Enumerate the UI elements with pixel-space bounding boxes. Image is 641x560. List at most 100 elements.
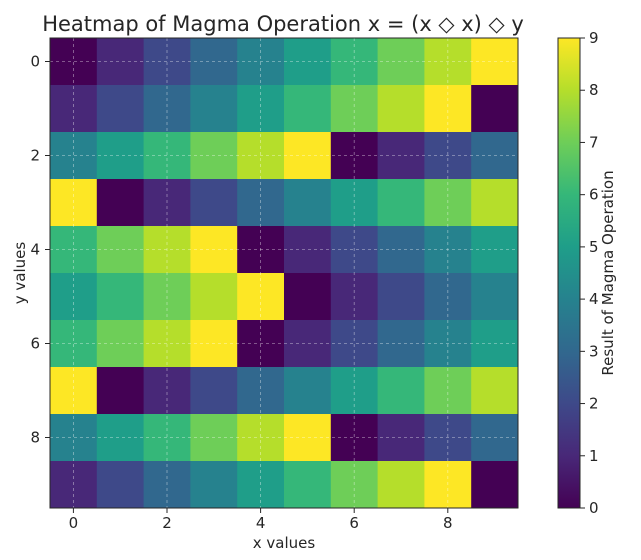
heatmap-cell-6-7 (330, 367, 379, 415)
heatmap-cell-2-3 (143, 179, 191, 227)
heatmap-cell-0-7 (50, 367, 98, 415)
heatmap-cell-7-5 (377, 273, 425, 321)
heatmap-cell-1-8 (96, 414, 145, 462)
heatmap-cell-3-0 (190, 38, 238, 86)
heatmap-cell-3-1 (190, 85, 238, 133)
heatmap-cell-8-4 (424, 226, 472, 274)
heatmap-cell-5-2 (284, 132, 332, 180)
heatmap-cell-6-6 (330, 320, 379, 368)
heatmap-cell-7-9 (377, 461, 425, 509)
colorbar-tick-label: 9 (589, 29, 599, 47)
x-axis-ticks: 0 2 4 6 8 (69, 508, 453, 532)
heatmap-cell-0-2 (50, 132, 98, 180)
heatmap-cell-3-3 (190, 179, 238, 227)
heatmap-cell-9-9 (471, 461, 519, 509)
heatmap-cell-9-2 (471, 132, 519, 180)
heatmap-cell-0-1 (50, 85, 98, 133)
colorbar-tick-label: 7 (589, 133, 599, 151)
heatmap-cell-4-5 (237, 273, 285, 321)
heatmap-cell-3-5 (190, 273, 238, 321)
x-tick-label: 2 (162, 514, 172, 532)
heatmap-cell-1-9 (96, 461, 145, 509)
heatmap-cell-5-1 (284, 85, 332, 133)
heatmap-cell-5-8 (284, 414, 332, 462)
heatmap-cell-7-7 (377, 367, 425, 415)
heatmap-cell-4-6 (237, 320, 285, 368)
heatmap-cell-9-8 (471, 414, 519, 462)
heatmap-cell-8-1 (424, 85, 472, 133)
grid-lines (50, 38, 518, 508)
heatmap-cell-9-5 (471, 273, 519, 321)
heatmap-cell-1-1 (96, 85, 145, 133)
heatmap-cell-3-9 (190, 461, 238, 509)
heatmap-cell-7-0 (377, 38, 425, 86)
heatmap-cell-8-3 (424, 179, 472, 227)
heatmap-cell-7-4 (377, 226, 425, 274)
heatmap-cell-3-6 (190, 320, 238, 368)
heatmap-cell-8-9 (424, 461, 472, 509)
heatmap-cell-5-5 (284, 273, 332, 321)
heatmap-cell-4-3 (237, 179, 285, 227)
colorbar (558, 38, 580, 508)
x-tick-label: 6 (349, 514, 359, 532)
heatmap-cell-9-7 (471, 367, 519, 415)
heatmap-cell-1-7 (96, 367, 145, 415)
colorbar-label: Result of Magma Operation (599, 170, 617, 375)
heatmap-cell-2-2 (143, 132, 191, 180)
y-tick-label: 0 (30, 53, 40, 71)
heatmap-cell-4-2 (237, 132, 285, 180)
x-tick-label: 0 (69, 514, 79, 532)
heatmap-cell-9-1 (471, 85, 519, 133)
heatmap-cell-1-4 (96, 226, 145, 274)
heatmap-cell-5-0 (284, 38, 332, 86)
chart-title: Heatmap of Magma Operation x = (x ◇ x) ◇… (42, 12, 524, 36)
heatmap-cell-3-4 (190, 226, 238, 274)
heatmap-cell-9-0 (471, 38, 519, 86)
heatmap-cell-6-2 (330, 132, 379, 180)
heatmap-cell-2-1 (143, 85, 191, 133)
y-axis-ticks: 0 2 4 6 8 (30, 53, 50, 447)
heatmap-cell-2-9 (143, 461, 191, 509)
heatmap-cell-7-6 (377, 320, 425, 368)
heatmap-cell-6-4 (330, 226, 379, 274)
heatmap-cell-0-9 (50, 461, 98, 509)
heatmap-cell-6-5 (330, 273, 379, 321)
heatmap-cell-3-8 (190, 414, 238, 462)
x-axis-label: x values (253, 534, 316, 552)
heatmap-cell-6-3 (330, 179, 379, 227)
heatmap-cell-0-5 (50, 273, 98, 321)
heatmap-cell-5-4 (284, 226, 332, 274)
colorbar-tick-label: 8 (589, 81, 599, 99)
heatmap-cell-6-9 (330, 461, 379, 509)
colorbar-tick-label: 5 (589, 238, 599, 256)
heatmap-cell-5-9 (284, 461, 332, 509)
heatmap-cell-8-8 (424, 414, 472, 462)
heatmap-cell-4-1 (237, 85, 285, 133)
heatmap-cell-6-0 (330, 38, 379, 86)
heatmap-cell-1-5 (96, 273, 145, 321)
heatmap-cell-9-3 (471, 179, 519, 227)
heatmap-cell-0-4 (50, 226, 98, 274)
heatmap-cell-4-7 (237, 367, 285, 415)
plot-frame (49, 37, 519, 509)
heatmap-cell-0-8 (50, 414, 98, 462)
heatmap-cell-4-4 (237, 226, 285, 274)
heatmap-cell-7-1 (377, 85, 425, 133)
colorbar-frame (557, 37, 581, 509)
colorbar-tick-label: 6 (589, 186, 599, 204)
heatmap-cell-8-6 (424, 320, 472, 368)
heatmap-cell-8-2 (424, 132, 472, 180)
heatmap-cell-0-3 (50, 179, 98, 227)
heatmap-cell-2-4 (143, 226, 191, 274)
heatmap-cell-0-6 (50, 320, 98, 368)
colorbar-tick-label: 1 (589, 447, 599, 465)
colorbar-tick-label: 4 (589, 290, 599, 308)
heatmap-cells (50, 38, 519, 509)
heatmap-cell-6-8 (330, 414, 379, 462)
heatmap-cell-4-8 (237, 414, 285, 462)
heatmap-cell-2-6 (143, 320, 191, 368)
heatmap-cell-1-2 (96, 132, 145, 180)
x-tick-label: 8 (443, 514, 453, 532)
y-tick-label: 6 (30, 335, 40, 353)
x-tick-label: 4 (256, 514, 266, 532)
